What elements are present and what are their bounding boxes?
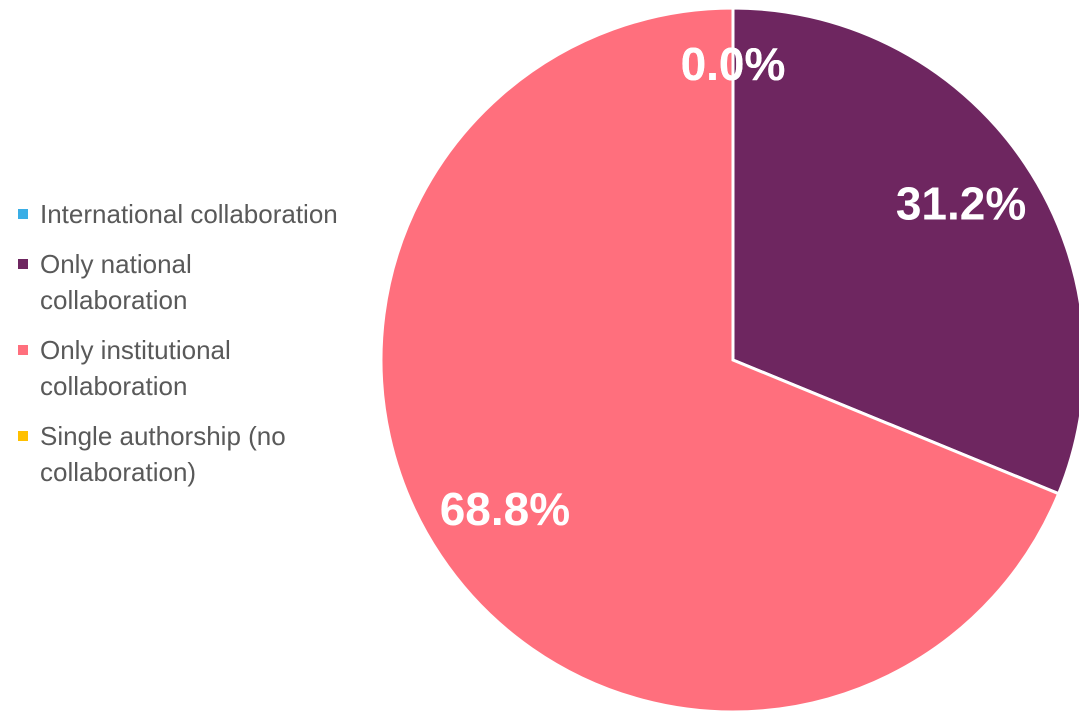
data-label: 68.8% — [440, 483, 570, 535]
legend-label: International collaboration — [40, 199, 338, 229]
legend-label: Only national collaboration — [40, 249, 192, 315]
legend-swatch — [18, 259, 28, 269]
legend-item: Single authorship (no collaboration) — [18, 418, 340, 490]
legend-label: Single authorship (no collaboration) — [40, 421, 286, 487]
legend-item: International collaboration — [18, 196, 340, 232]
data-label: 31.2% — [896, 177, 1026, 229]
data-label: 0.0% — [681, 38, 786, 90]
legend-item: Only national collaboration — [18, 246, 340, 318]
legend-swatch — [18, 345, 28, 355]
legend-item: Only institutional collaboration — [18, 332, 340, 404]
legend-swatch — [18, 209, 28, 219]
legend: International collaboration Only national… — [18, 196, 348, 504]
pie-slice — [731, 6, 1079, 496]
pie-slice — [379, 6, 1061, 712]
data-label: 0.0% — [681, 38, 786, 90]
legend-label: Only institutional collaboration — [40, 335, 231, 401]
legend-swatch — [18, 431, 28, 441]
